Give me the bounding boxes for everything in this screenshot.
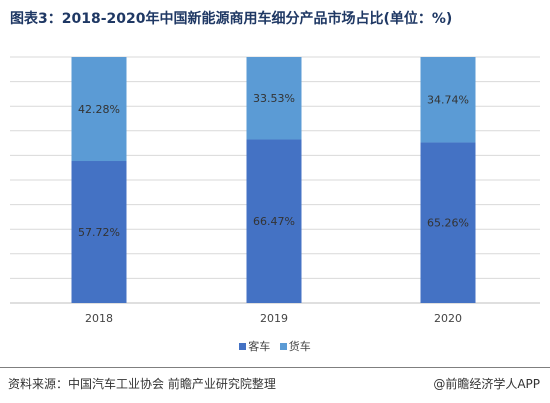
data-label-passenger-2020: 65.26% bbox=[427, 217, 469, 230]
legend-swatch-passenger bbox=[239, 342, 247, 350]
footer-divider bbox=[0, 367, 550, 368]
bar-passenger-2020 bbox=[420, 142, 476, 303]
legend-item-cargo: 货车 bbox=[279, 338, 311, 354]
legend-swatch-cargo bbox=[279, 342, 287, 350]
data-labels: 57.72% 42.28% 66.47% 33.53% 65.26% 34.74% bbox=[78, 92, 469, 239]
bar-cargo-2020 bbox=[420, 57, 476, 143]
x-tick-label-2019: 2019 bbox=[260, 312, 288, 325]
bar-cargo-2019 bbox=[246, 57, 302, 140]
data-label-cargo-2018: 42.28% bbox=[78, 103, 120, 116]
bar-passenger-2019 bbox=[246, 139, 302, 303]
data-label-passenger-2019: 66.47% bbox=[253, 215, 295, 228]
data-label-cargo-2020: 34.74% bbox=[427, 94, 469, 107]
data-label-passenger-2018: 57.72% bbox=[78, 226, 120, 239]
x-tick-label-2018: 2018 bbox=[85, 312, 113, 325]
legend-item-passenger: 客车 bbox=[239, 338, 270, 354]
brand-credit: @前瞻经济学人APP bbox=[433, 377, 540, 391]
legend-label-cargo: 货车 bbox=[288, 340, 311, 353]
bar-cargo-2018 bbox=[71, 57, 127, 162]
x-tick-label-2020: 2020 bbox=[434, 312, 462, 325]
source-note: 资料来源：中国汽车工业协会 前瞻产业研究院整理 bbox=[8, 377, 276, 391]
x-tick-labels: 2018 2019 2020 bbox=[85, 312, 462, 325]
legend-label-passenger: 客车 bbox=[248, 340, 271, 353]
bars bbox=[71, 57, 476, 303]
bar-passenger-2018 bbox=[71, 161, 127, 303]
legend: 客车 货车 bbox=[0, 338, 550, 354]
chart-title: 图表3：2018-2020年中国新能源商用车细分产品市场占比(单位：%) bbox=[10, 11, 453, 27]
data-label-cargo-2019: 33.53% bbox=[253, 92, 295, 105]
